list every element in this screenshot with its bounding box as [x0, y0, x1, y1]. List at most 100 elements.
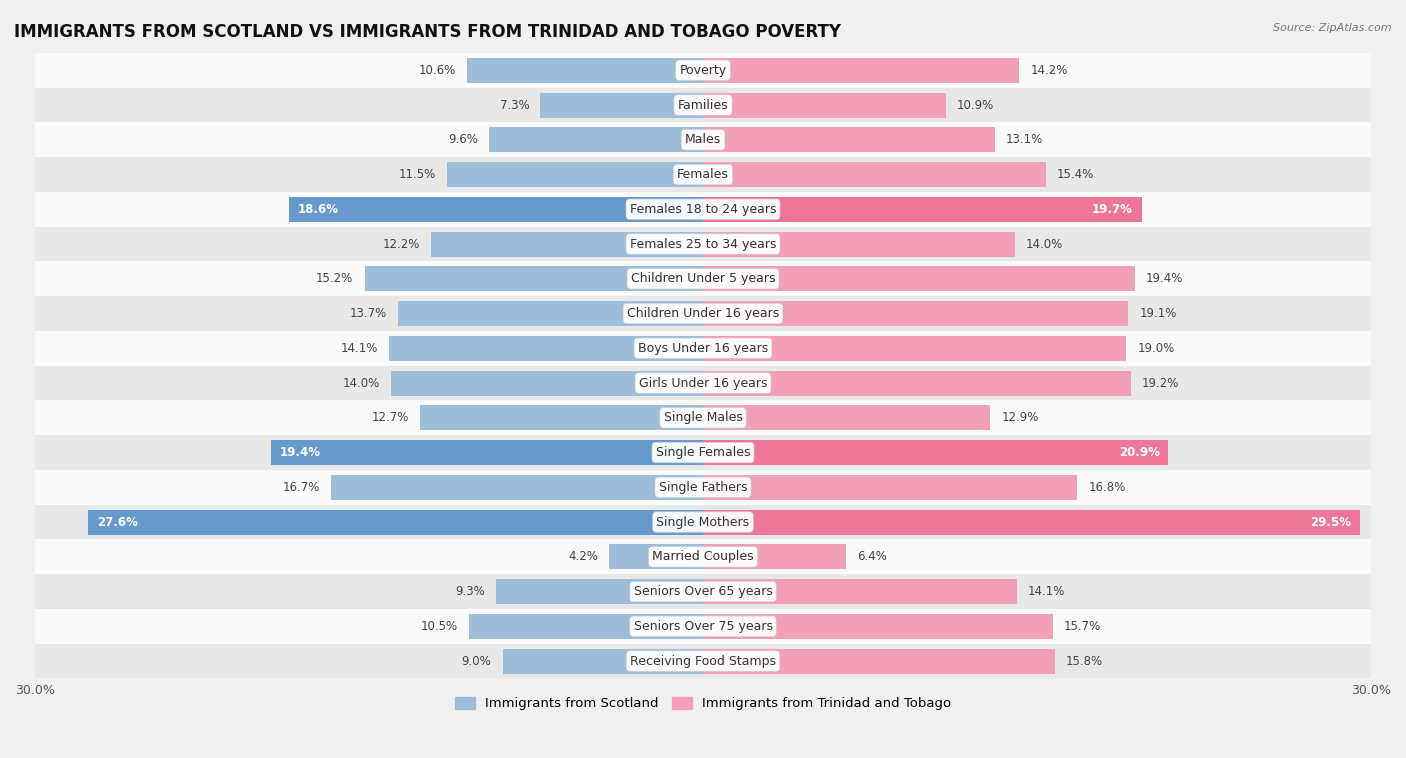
- Text: 19.2%: 19.2%: [1142, 377, 1180, 390]
- Bar: [35, 470, 1371, 505]
- Bar: [35, 296, 1371, 331]
- Bar: [540, 92, 703, 117]
- Text: Poverty: Poverty: [679, 64, 727, 77]
- Bar: [432, 231, 703, 256]
- Bar: [391, 371, 703, 396]
- Text: 4.2%: 4.2%: [568, 550, 599, 563]
- Text: 10.9%: 10.9%: [957, 99, 994, 111]
- Text: 14.1%: 14.1%: [340, 342, 378, 355]
- Text: 16.8%: 16.8%: [1088, 481, 1125, 493]
- Text: 14.2%: 14.2%: [1031, 64, 1067, 77]
- Bar: [35, 609, 1371, 644]
- Text: 15.8%: 15.8%: [1066, 655, 1104, 668]
- Text: 20.9%: 20.9%: [1119, 446, 1160, 459]
- Text: 14.1%: 14.1%: [1028, 585, 1066, 598]
- Bar: [703, 475, 1077, 500]
- Text: Married Couples: Married Couples: [652, 550, 754, 563]
- Bar: [703, 544, 845, 569]
- Text: 9.6%: 9.6%: [449, 133, 478, 146]
- Text: Females 25 to 34 years: Females 25 to 34 years: [630, 237, 776, 251]
- Text: Source: ZipAtlas.com: Source: ZipAtlas.com: [1274, 23, 1392, 33]
- Text: Single Males: Single Males: [664, 412, 742, 424]
- Bar: [35, 53, 1371, 88]
- Bar: [364, 266, 703, 291]
- Bar: [35, 365, 1371, 400]
- Text: 18.6%: 18.6%: [298, 203, 339, 216]
- Text: 10.5%: 10.5%: [420, 620, 458, 633]
- Text: 13.1%: 13.1%: [1005, 133, 1043, 146]
- Bar: [420, 406, 703, 431]
- Bar: [703, 371, 1130, 396]
- Text: Single Females: Single Females: [655, 446, 751, 459]
- Text: 19.0%: 19.0%: [1137, 342, 1174, 355]
- Text: 29.5%: 29.5%: [1310, 515, 1351, 528]
- Text: IMMIGRANTS FROM SCOTLAND VS IMMIGRANTS FROM TRINIDAD AND TOBAGO POVERTY: IMMIGRANTS FROM SCOTLAND VS IMMIGRANTS F…: [14, 23, 841, 41]
- Bar: [35, 331, 1371, 365]
- Text: Children Under 5 years: Children Under 5 years: [631, 272, 775, 285]
- Bar: [398, 301, 703, 326]
- Text: Single Mothers: Single Mothers: [657, 515, 749, 528]
- Bar: [35, 227, 1371, 262]
- Bar: [35, 88, 1371, 122]
- Bar: [703, 579, 1017, 604]
- Bar: [467, 58, 703, 83]
- Text: Males: Males: [685, 133, 721, 146]
- Bar: [470, 614, 703, 639]
- Text: 9.3%: 9.3%: [456, 585, 485, 598]
- Bar: [703, 649, 1054, 674]
- Bar: [288, 197, 703, 222]
- Text: Girls Under 16 years: Girls Under 16 years: [638, 377, 768, 390]
- Text: Seniors Over 65 years: Seniors Over 65 years: [634, 585, 772, 598]
- Bar: [703, 58, 1019, 83]
- Bar: [496, 579, 703, 604]
- Text: Families: Families: [678, 99, 728, 111]
- Text: 12.7%: 12.7%: [371, 412, 409, 424]
- Bar: [703, 162, 1046, 187]
- Bar: [703, 509, 1360, 534]
- Text: 16.7%: 16.7%: [283, 481, 321, 493]
- Bar: [35, 192, 1371, 227]
- Bar: [703, 231, 1015, 256]
- Bar: [703, 301, 1129, 326]
- Text: 6.4%: 6.4%: [856, 550, 887, 563]
- Bar: [703, 614, 1053, 639]
- Bar: [35, 157, 1371, 192]
- Bar: [609, 544, 703, 569]
- Bar: [35, 644, 1371, 678]
- Text: 19.4%: 19.4%: [1146, 272, 1184, 285]
- Bar: [35, 505, 1371, 540]
- Bar: [35, 400, 1371, 435]
- Bar: [330, 475, 703, 500]
- Bar: [389, 336, 703, 361]
- Bar: [35, 574, 1371, 609]
- Bar: [703, 336, 1126, 361]
- Text: Females 18 to 24 years: Females 18 to 24 years: [630, 203, 776, 216]
- Bar: [35, 122, 1371, 157]
- Bar: [35, 540, 1371, 574]
- Text: 19.7%: 19.7%: [1092, 203, 1133, 216]
- Text: 10.6%: 10.6%: [419, 64, 456, 77]
- Bar: [703, 197, 1142, 222]
- Bar: [35, 262, 1371, 296]
- Bar: [703, 440, 1168, 465]
- Bar: [502, 649, 703, 674]
- Text: 13.7%: 13.7%: [350, 307, 387, 320]
- Text: 14.0%: 14.0%: [1026, 237, 1063, 251]
- Text: 15.4%: 15.4%: [1057, 168, 1094, 181]
- Text: Seniors Over 75 years: Seniors Over 75 years: [634, 620, 772, 633]
- Bar: [271, 440, 703, 465]
- Text: Females: Females: [678, 168, 728, 181]
- Text: Single Fathers: Single Fathers: [659, 481, 747, 493]
- Text: Boys Under 16 years: Boys Under 16 years: [638, 342, 768, 355]
- Text: 19.4%: 19.4%: [280, 446, 321, 459]
- Text: 12.9%: 12.9%: [1001, 412, 1039, 424]
- Bar: [703, 406, 990, 431]
- Bar: [489, 127, 703, 152]
- Text: 15.2%: 15.2%: [316, 272, 353, 285]
- Bar: [703, 92, 946, 117]
- Bar: [447, 162, 703, 187]
- Text: 27.6%: 27.6%: [97, 515, 138, 528]
- Text: 9.0%: 9.0%: [461, 655, 492, 668]
- Bar: [89, 509, 703, 534]
- Bar: [703, 127, 994, 152]
